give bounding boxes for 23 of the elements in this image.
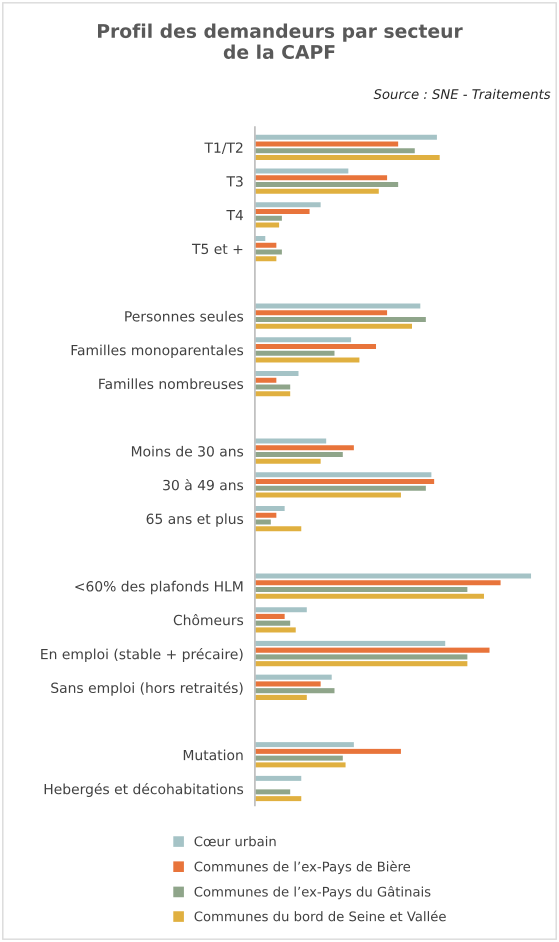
y-tick-label: Familles nombreuses xyxy=(99,378,244,390)
y-tick-label: T4 xyxy=(226,210,244,220)
y-tick-label: <60% des plafonds HLM xyxy=(75,580,242,594)
y-tick-label: Hebergés et décohabitations xyxy=(44,782,244,797)
y-tick-label: En emploi (stable + précaire) xyxy=(41,648,243,662)
legend-label: Communes de l’ex-Pays du Gâtinais xyxy=(194,886,430,900)
y-tick-label: Moins de 30 ans xyxy=(132,446,244,457)
legend-label: Cœur urbain xyxy=(194,836,276,846)
y-tick-label: 65 ans et plus xyxy=(146,513,244,527)
chart-title: Profil des demandeurs par secteur de la CAPF xyxy=(98,24,463,60)
y-tick-label: T1/T2 xyxy=(204,142,242,154)
bar xyxy=(254,774,303,782)
y-tick-label: T3 xyxy=(226,176,243,187)
source-note: Source : SNE - Traitements xyxy=(374,88,550,100)
legend-label: Communes de l’ex-Pays de Bière xyxy=(194,860,410,874)
y-tick-label: Familles monoparentales xyxy=(72,344,244,358)
legend-label: Communes du bord de Seine et Vallée xyxy=(194,910,446,922)
y-tick-label: T5 et + xyxy=(192,244,242,254)
y-tick-label: Chômeurs xyxy=(174,614,244,626)
y-tick-label: 30 à 49 ans xyxy=(163,479,244,490)
y-tick-label: Personnes seules xyxy=(125,310,244,322)
y-tick-label: Mutation xyxy=(184,750,243,760)
y-tick-label: Sans emploi (hors retraités) xyxy=(51,682,243,696)
